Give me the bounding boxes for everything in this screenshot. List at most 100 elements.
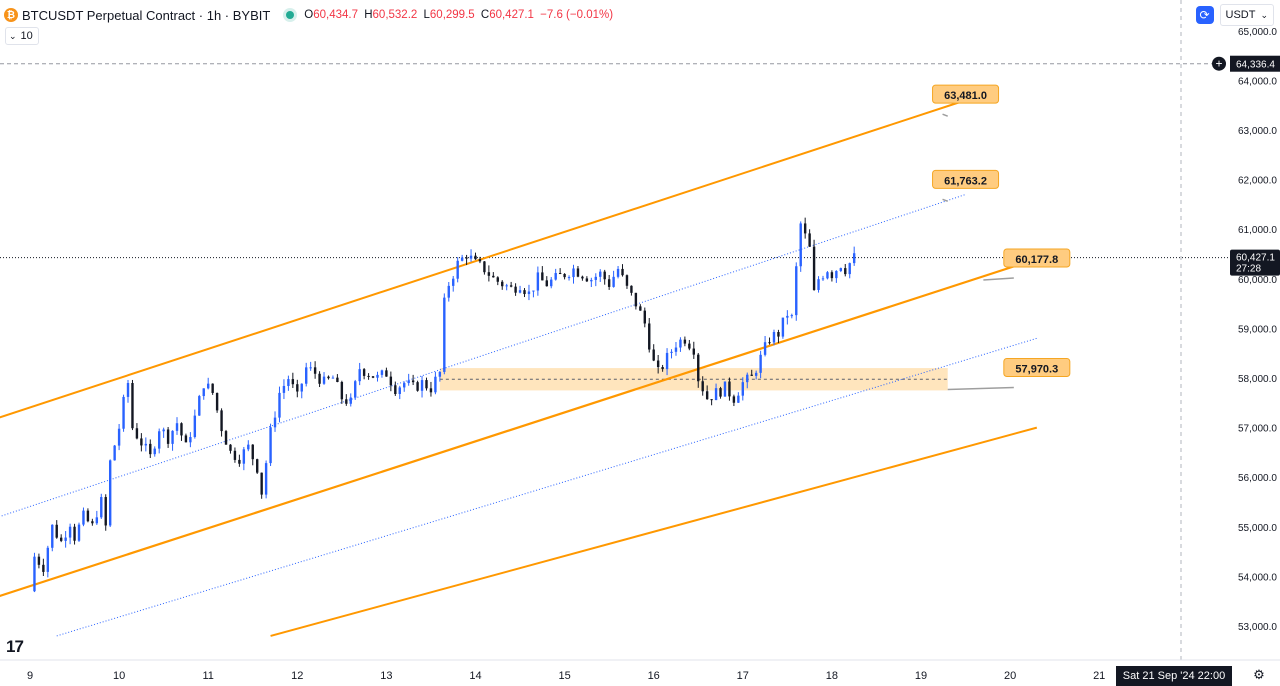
candle-body [737,395,740,403]
crosshair-price-label: 64,336.4 [1236,60,1275,71]
candle-body [202,388,205,397]
candle-body [550,279,553,287]
candle-body [732,396,736,403]
candle-body [581,276,584,279]
candle-body [523,290,526,295]
y-tick-label-6: 59,000.0 [1238,324,1277,335]
candle-body [460,257,464,261]
candle-body [772,332,776,343]
candle-body [594,276,597,280]
candle-body [750,374,753,376]
price-label-box-2 [1003,248,1071,268]
y-tick-label-8: 61,000.0 [1238,225,1277,236]
candle-body [795,266,798,316]
channel-upper-line [0,99,966,419]
candle-body [162,429,165,432]
candle-body [763,342,767,355]
top-right-controls: ⟳ USDT ⌄ [1195,4,1274,26]
candle-body [483,261,486,273]
candle-body [612,276,615,287]
y-tick-label-12: 65,000.0 [1238,27,1277,38]
symbol-title[interactable]: BTCUSDT Perpetual Contract · 1h · BYBIT [22,7,271,23]
x-tick-label-1: 10 [113,670,125,682]
ohlc-open-key: O [304,9,314,21]
candle-body [198,396,201,416]
sync-icon[interactable]: ⟳ [1195,6,1214,24]
price-label-2: 60,177.8 [1015,254,1058,266]
gear-icon[interactable]: ⚙ [1253,667,1265,682]
candle-body [157,431,161,449]
candle-body [42,564,45,572]
candle-body [492,275,495,278]
y-tick-label-9: 62,000.0 [1238,176,1277,187]
plus-icon: + [1215,57,1222,71]
y-tick-label-2: 55,000.0 [1238,523,1277,534]
candle-body [238,459,241,464]
candle-body [447,285,450,298]
candle-body [68,526,72,538]
candle-body [456,260,459,279]
x-tick-label-12: 21 [1093,670,1105,682]
candle-body [322,376,326,384]
candle-body [207,383,210,389]
candle-body [509,285,513,287]
x-tick-label-2: 11 [202,670,213,682]
label-pointer-1 [942,198,949,203]
channel-lower-line [270,426,1038,637]
candle-body [296,384,299,392]
candle-body [714,388,718,401]
candle-body [140,438,143,446]
y-tick-label-5: 58,000.0 [1238,374,1277,385]
candle-body [59,537,63,541]
candle-body [389,376,393,386]
chart-header: ₿ BTCUSDT Perpetual Contract · 1h · BYBI… [4,4,616,26]
candle-body [398,387,401,394]
candle-body [153,448,156,455]
candle-body [723,381,727,397]
candle-body [144,443,148,446]
candle-body [305,367,308,384]
candle-body [692,348,695,355]
candle-body [251,444,254,460]
candle-body [247,444,250,450]
candle-body [429,388,433,393]
candle-body [149,443,152,455]
candle-body [331,377,335,379]
candle-body [576,268,580,277]
candle-body [697,354,700,382]
currency-select[interactable]: USDT ⌄ [1219,4,1274,26]
candle-body [656,360,660,368]
candle-body [826,272,829,279]
candle-body [318,373,321,384]
candle-body [616,268,620,277]
tradingview-logo-icon[interactable]: 17 [6,637,24,656]
chevron-down-icon[interactable]: ⌄ [9,30,17,41]
candle-body [754,372,758,376]
candle-body [688,343,691,349]
candle-body [166,429,170,444]
ohlc-high-value: 60,532.2 [372,9,418,21]
candle-body [171,430,174,444]
y-tick-label-1: 54,000.0 [1238,572,1277,583]
ohlc-low-value: 60,299.5 [429,9,475,21]
candle-body [411,380,415,383]
market-status-icon[interactable] [286,11,295,19]
candle-body [830,272,834,279]
candle-body [558,273,562,275]
candle-body [817,279,820,290]
volume-indicator[interactable]: ⌄ 10 [5,27,39,45]
x-tick-label-5: 14 [469,670,481,682]
candle-body [300,383,303,392]
candle-body [661,367,664,370]
candle-body [91,521,94,524]
candle-body [229,444,232,451]
candle-body [683,339,687,344]
candle-body [336,377,339,382]
candle-body [501,281,504,287]
candle-body [385,370,388,377]
price-label-box-0 [932,84,1000,104]
candle-body [554,273,557,280]
candle-body [287,379,290,386]
channel-median-line [0,194,966,518]
